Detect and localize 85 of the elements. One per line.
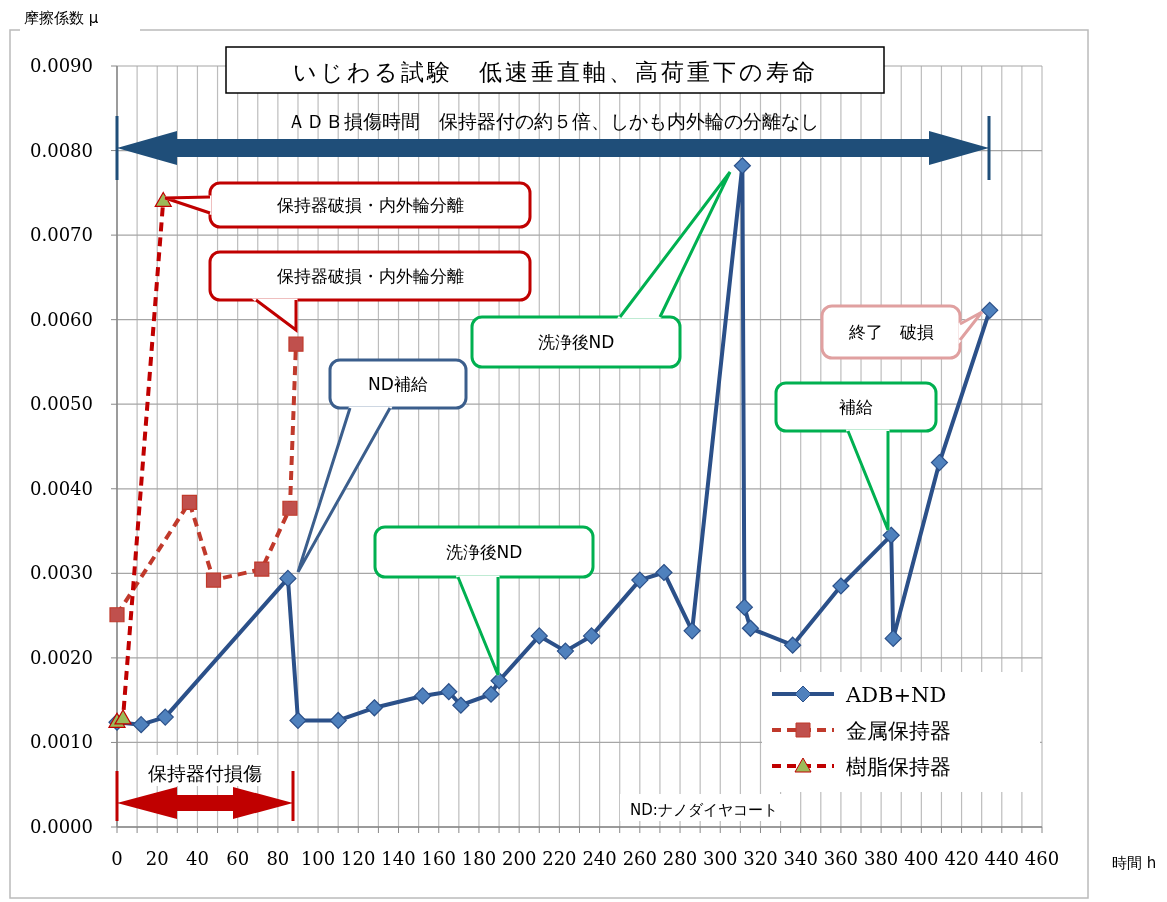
y-tick-label: 0.0080 (30, 139, 93, 161)
x-tick-label: 320 (743, 848, 778, 869)
x-tick-label: 440 (984, 848, 1019, 869)
x-tick-label: 340 (783, 848, 818, 869)
annotation: ND補給 (368, 374, 428, 394)
x-tick-label: 20 (145, 848, 169, 869)
x-tick-label: 280 (662, 848, 698, 869)
y-tick-label: 0.0030 (30, 562, 93, 584)
annotation: 洗浄後ND (537, 332, 615, 352)
x-tick-label: 360 (823, 848, 859, 869)
x-tick-label: 100 (300, 848, 336, 869)
x-tick-label: 260 (622, 848, 658, 869)
point (109, 607, 125, 623)
point (254, 561, 270, 577)
point (490, 672, 508, 690)
y-tick-label: 0.0040 (30, 477, 93, 499)
y-tick-label: 0.0020 (30, 646, 93, 668)
y-tick-label: 0.0060 (30, 308, 93, 330)
y-tick-label: 0.0090 (30, 55, 93, 76)
point (181, 494, 197, 510)
point (156, 708, 174, 726)
point (452, 696, 470, 714)
annotation: 終了 破損 (847, 322, 934, 342)
x-tick-label: 220 (542, 848, 577, 869)
point (930, 453, 949, 472)
x-tick-label: 60 (226, 848, 250, 869)
x-tick-label: 140 (381, 848, 416, 869)
point (365, 699, 383, 717)
annotation: 保持器破損・内外輪分離 (276, 266, 464, 286)
point (631, 571, 649, 589)
point (288, 336, 304, 352)
y-tick-label: 0.0070 (30, 224, 93, 246)
annotation: 保持器付損傷 (148, 762, 262, 784)
x-tick-label: 200 (501, 848, 537, 869)
annotation: 保持器破損・内外輪分離 (276, 195, 464, 215)
legend-label: ADB+ND (845, 683, 947, 707)
point (655, 563, 673, 582)
y-tick-label: 0.0050 (30, 393, 93, 415)
x-tick-label: 420 (944, 848, 979, 869)
point (683, 622, 701, 640)
y-tick-label: 0.0010 (30, 731, 93, 753)
point (154, 191, 172, 208)
point (582, 627, 601, 645)
point (440, 683, 458, 701)
y-axis-title: 摩擦係数 μ (24, 9, 99, 27)
y-tick-label: 0.0000 (30, 816, 93, 837)
annotation: 補給 (839, 397, 873, 417)
point (114, 709, 132, 725)
x-tick-label: 120 (341, 848, 376, 869)
point (414, 687, 432, 705)
legend-label: 樹脂保持器 (846, 755, 951, 779)
point (132, 716, 150, 734)
x-tick-label: 380 (863, 848, 899, 869)
annotation: ＡＤＢ損傷時間 保持器付の約５倍、しかも内外輪の分離なし (287, 110, 819, 132)
point (733, 157, 751, 175)
title-box: いじわる試験 低速垂直軸、高荷重下の寿命 (225, 46, 885, 94)
point (289, 711, 307, 730)
x-tick-label: 0 (111, 848, 123, 869)
point (735, 598, 753, 616)
point (205, 572, 222, 588)
x-tick-label: 460 (1024, 848, 1060, 869)
x-tick-label: 240 (582, 848, 617, 869)
chart-title: いじわる試験 低速垂直軸、高荷重下の寿命 (292, 59, 818, 85)
point (884, 629, 902, 648)
point (556, 642, 575, 660)
point (329, 711, 347, 730)
annotation: ND:ナノダイヤコート (630, 801, 778, 819)
point (741, 619, 760, 637)
point (530, 627, 548, 645)
point (482, 685, 500, 703)
point (279, 569, 297, 588)
point (882, 526, 900, 544)
annotation: 洗浄後ND (445, 542, 523, 562)
x-tick-label: 40 (185, 848, 209, 869)
point (981, 301, 999, 319)
x-tick-label: 160 (421, 848, 456, 869)
x-tick-label: 300 (703, 848, 738, 869)
point (784, 636, 802, 654)
point (832, 577, 850, 595)
point (282, 500, 298, 516)
x-axis-title: 時間 h (1112, 854, 1157, 872)
x-tick-label: 80 (266, 848, 290, 869)
legend-label: 金属保持器 (846, 719, 951, 743)
x-tick-label: 180 (461, 848, 497, 869)
x-tick-label: 400 (904, 848, 939, 869)
